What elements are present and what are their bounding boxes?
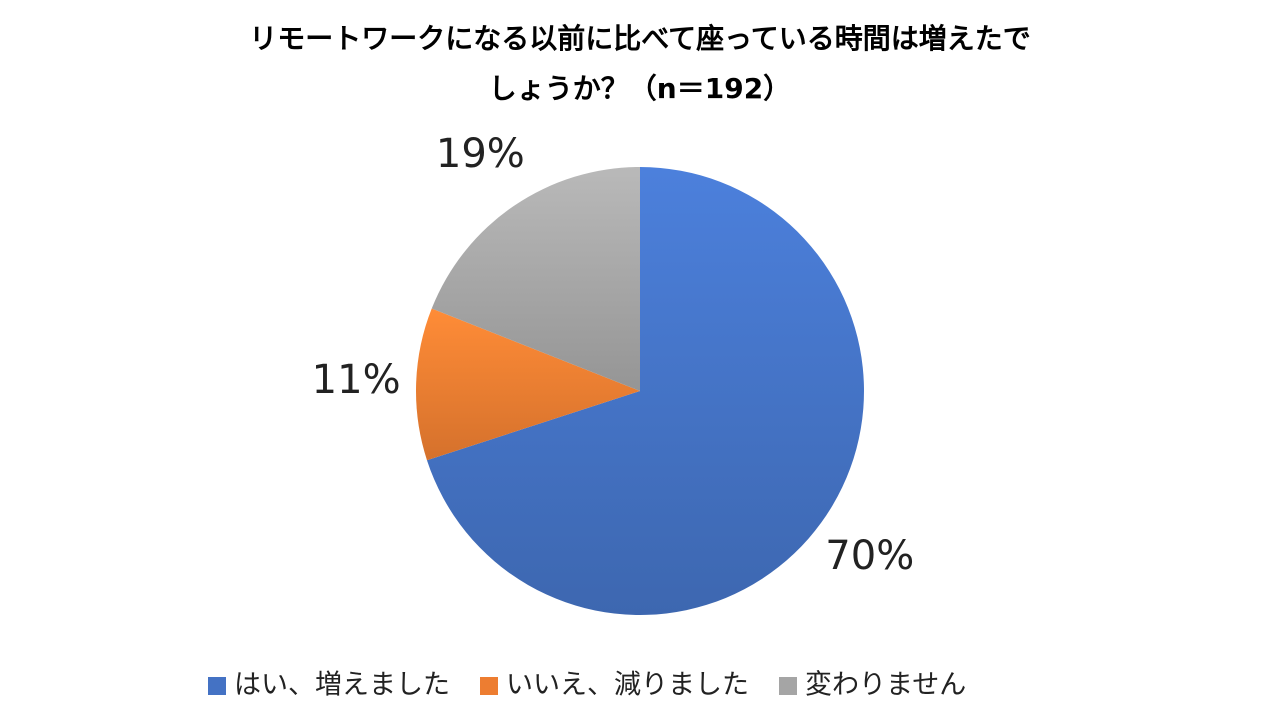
pie-slice	[426, 167, 864, 615]
legend-label: はい、増えました	[234, 670, 450, 701]
pie-slice	[416, 308, 640, 461]
legend-label: いいえ、減りました	[506, 670, 749, 701]
legend-swatch	[779, 677, 797, 695]
data-label: 19%	[436, 131, 525, 177]
legend-swatch	[480, 677, 498, 695]
data-label: 70%	[825, 533, 914, 579]
chart-title: リモートワークになる以前に比べて座っている時間は増えたでしょうか？（n＝192）	[249, 22, 1031, 105]
legend-label: 変わりません	[805, 670, 966, 701]
pie-slice	[431, 167, 640, 391]
legend-swatch	[208, 677, 226, 695]
data-label: 11%	[312, 357, 401, 403]
